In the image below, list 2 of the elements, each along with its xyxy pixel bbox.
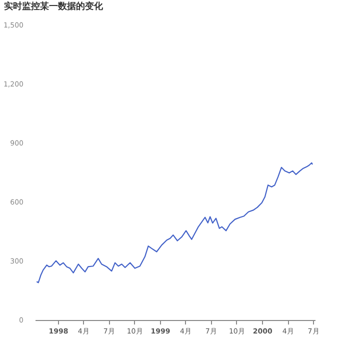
line-series xyxy=(36,162,314,284)
chart-title: 实时监控某一数据的变化 xyxy=(4,1,104,12)
